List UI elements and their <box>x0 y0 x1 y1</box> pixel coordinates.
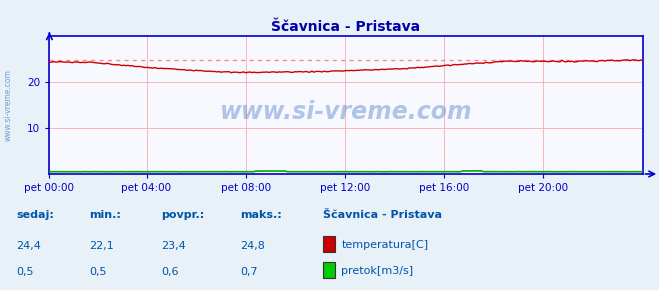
Text: temperatura[C]: temperatura[C] <box>341 240 428 250</box>
Text: 0,7: 0,7 <box>241 267 258 278</box>
Text: www.si-vreme.com: www.si-vreme.com <box>3 69 13 141</box>
Text: 24,8: 24,8 <box>241 241 266 251</box>
Text: 23,4: 23,4 <box>161 241 186 251</box>
Title: Ščavnica - Pristava: Ščavnica - Pristava <box>272 20 420 34</box>
Text: pretok[m3/s]: pretok[m3/s] <box>341 266 413 276</box>
Text: maks.:: maks.: <box>241 209 282 220</box>
Text: povpr.:: povpr.: <box>161 209 205 220</box>
Text: sedaj:: sedaj: <box>16 209 54 220</box>
Text: 0,6: 0,6 <box>161 267 179 278</box>
Text: 24,4: 24,4 <box>16 241 42 251</box>
Text: 0,5: 0,5 <box>89 267 107 278</box>
Text: 0,5: 0,5 <box>16 267 34 278</box>
Text: Ščavnica - Pristava: Ščavnica - Pristava <box>323 209 442 220</box>
Text: 22,1: 22,1 <box>89 241 114 251</box>
Text: www.si-vreme.com: www.si-vreme.com <box>219 100 473 124</box>
Text: min.:: min.: <box>89 209 121 220</box>
